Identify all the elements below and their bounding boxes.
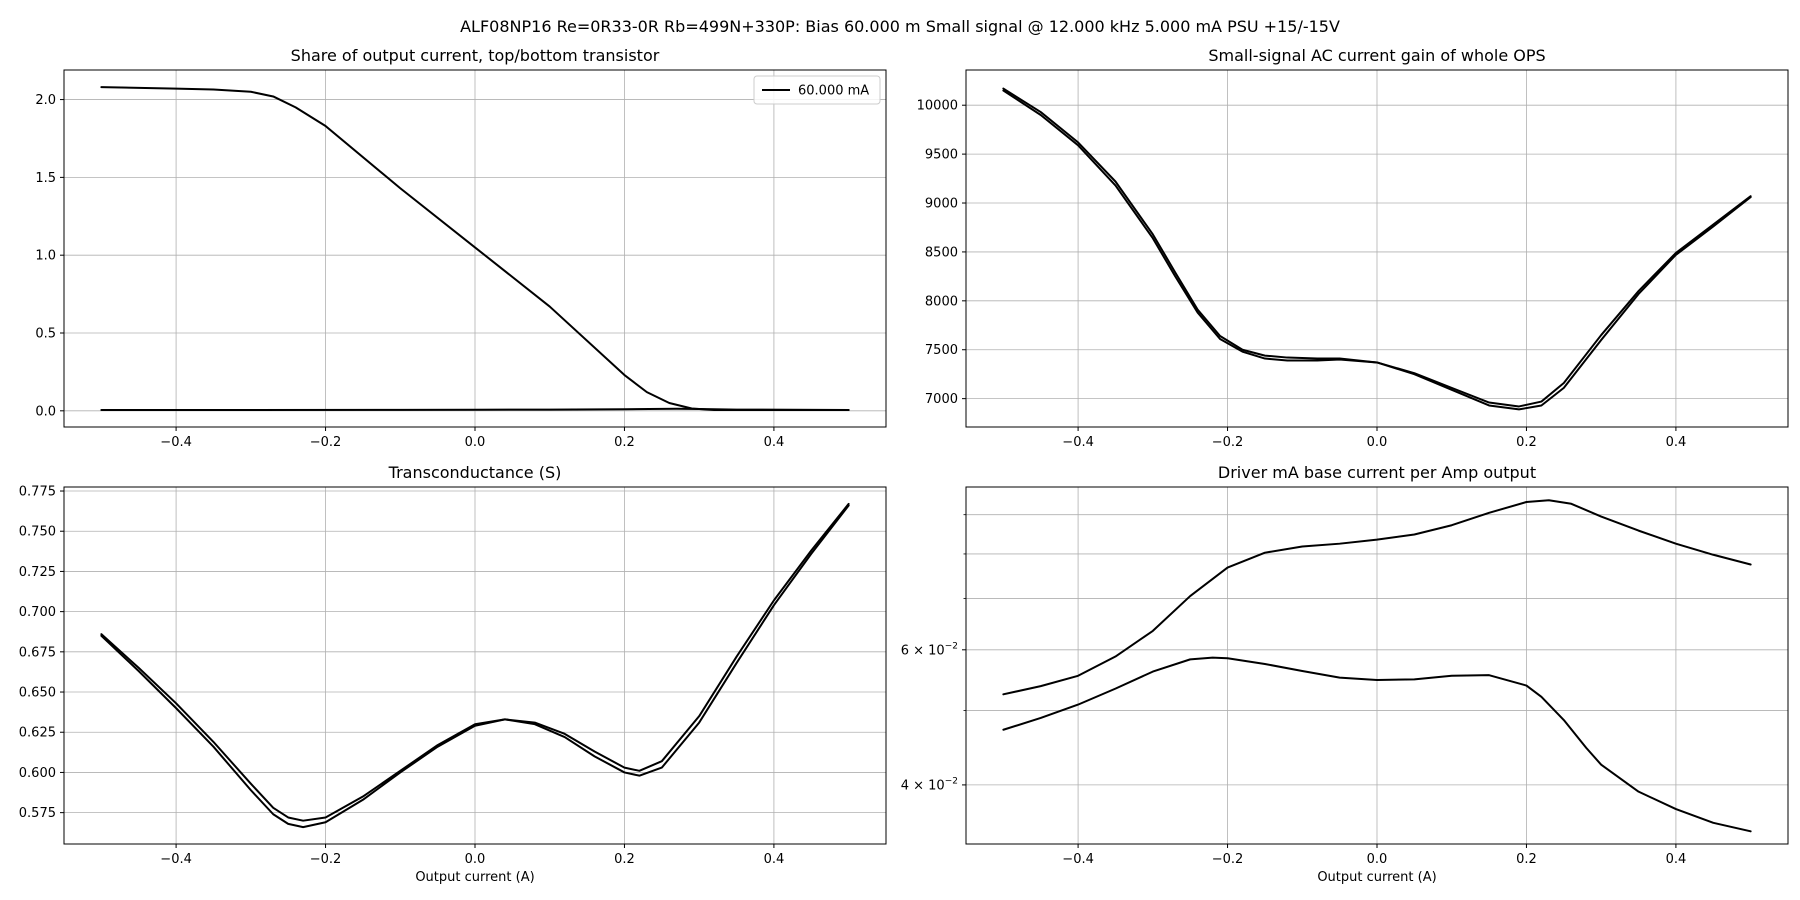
current-gain-panel: −0.4 −0.2 0.0 0.2 0.4 7000 7500 8000 8500 9000 950… — [917, 46, 1789, 450]
panel-title: Small-signal AC current gain of whole OP… — [1208, 46, 1545, 65]
x-tick-label: −0.2 — [310, 852, 342, 867]
y-tick-label: 4 × 10−2 — [901, 776, 958, 793]
x-axis-label: Output current (A) — [1317, 870, 1436, 885]
x-tick-label: 0.4 — [764, 852, 785, 867]
legend: 60.000 mA — [753, 75, 881, 105]
transconductance-panel: −0.4 −0.2 0.0 0.2 0.4 0.575 0.600 0.625 0.650 0.6… — [19, 463, 887, 885]
x-tick-label: −0.4 — [1062, 852, 1094, 867]
x-tick-label: 0.0 — [1367, 435, 1388, 450]
x-tick-label: −0.4 — [1062, 435, 1094, 450]
legend-label: 60.000 mA — [798, 84, 869, 99]
x-tick-label: 0.2 — [614, 852, 635, 867]
x-tick-label: 0.2 — [1516, 435, 1537, 450]
y-tick-label: 0.675 — [19, 645, 56, 660]
x-tick-label: 0.2 — [614, 435, 635, 450]
panel-title: Share of output current, top/bottom tran… — [291, 46, 660, 65]
x-tick-label: 0.4 — [1666, 435, 1687, 450]
y-tick-label: 0.700 — [19, 605, 56, 620]
series-line-2 — [100, 407, 850, 412]
x-tick-label: 0.0 — [1367, 852, 1388, 867]
x-tick-label: −0.4 — [160, 852, 192, 867]
x-tick-label: 0.0 — [465, 852, 486, 867]
y-tick-label: 10000 — [917, 99, 958, 114]
share-of-output-current-panel: −0.4 −0.2 0.0 0.2 0.4 0.0 0.5 1.0 1.5 2.0 Share of… — [35, 46, 887, 450]
series-line-2 — [1002, 89, 1752, 411]
panel-title: Driver mA base current per Amp output — [1218, 463, 1536, 482]
x-tick-label: −0.2 — [1212, 852, 1244, 867]
driver-base-current-panel: −0.4 −0.2 0.0 0.2 0.4 4 × 10−2 6 × 10−2 Driver … — [901, 463, 1789, 885]
y-tick-label: 0.600 — [19, 766, 56, 781]
y-tick-label: 8000 — [925, 294, 958, 309]
series-line-2 — [100, 504, 850, 829]
x-tick-label: −0.2 — [1212, 435, 1244, 450]
y-tick-label: 2.0 — [35, 93, 56, 108]
x-tick-label: 0.2 — [1516, 852, 1537, 867]
y-tick-label: 0.775 — [19, 485, 56, 500]
y-tick-label: 7000 — [925, 392, 958, 407]
y-tick-label: 9000 — [925, 197, 958, 212]
x-tick-label: −0.4 — [160, 435, 192, 450]
x-tick-label: 0.0 — [465, 435, 486, 450]
y-tick-label: 9500 — [925, 148, 958, 163]
x-tick-label: 0.4 — [764, 435, 785, 450]
y-tick-label: 0.650 — [19, 686, 56, 701]
x-tick-label: 0.4 — [1666, 852, 1687, 867]
series-line-1 — [1002, 499, 1752, 696]
y-tick-label: 0.5 — [35, 327, 56, 342]
y-tick-label: 6 × 10−2 — [901, 641, 958, 658]
y-tick-label: 0.625 — [19, 726, 56, 741]
x-axis-label: Output current (A) — [415, 870, 534, 885]
series-line-1 — [100, 502, 850, 822]
x-tick-label: −0.2 — [310, 435, 342, 450]
y-tick-label: 0.0 — [35, 404, 56, 419]
legend-box — [753, 75, 881, 105]
y-tick-label: 1.0 — [35, 249, 56, 264]
figure-suptitle: ALF08NP16 Re=0R33-0R Rb=499N+330P: Bias … — [460, 17, 1340, 36]
y-tick-label: 8500 — [925, 245, 958, 260]
panel-title: Transconductance (S) — [388, 463, 562, 482]
series-line-2 — [1002, 656, 1752, 833]
y-tick-label: 1.5 — [35, 171, 56, 186]
y-tick-label: 0.575 — [19, 806, 56, 821]
y-tick-label: 0.725 — [19, 565, 56, 580]
y-tick-label: 7500 — [925, 343, 958, 358]
y-tick-label: 0.750 — [19, 525, 56, 540]
